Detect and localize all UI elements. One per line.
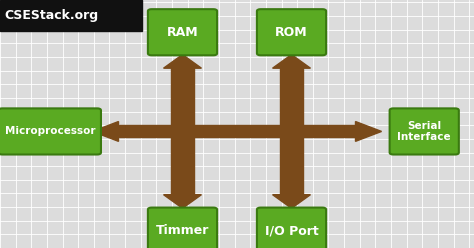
Polygon shape — [356, 122, 382, 141]
Text: Serial
Interface: Serial Interface — [397, 121, 451, 142]
Text: Timmer: Timmer — [156, 224, 209, 237]
Text: ROM: ROM — [275, 26, 308, 39]
Polygon shape — [273, 55, 310, 68]
Bar — [280, 68, 303, 195]
Bar — [118, 125, 356, 137]
FancyBboxPatch shape — [257, 208, 326, 248]
FancyBboxPatch shape — [0, 108, 101, 155]
Polygon shape — [164, 195, 201, 208]
Bar — [0, 0, 142, 31]
Text: Microprocessor: Microprocessor — [5, 126, 95, 136]
FancyBboxPatch shape — [257, 9, 326, 55]
Polygon shape — [164, 55, 201, 68]
FancyBboxPatch shape — [148, 208, 217, 248]
Bar — [171, 68, 194, 195]
FancyBboxPatch shape — [390, 108, 459, 155]
Polygon shape — [92, 122, 118, 141]
Text: CSEStack.org: CSEStack.org — [5, 9, 99, 22]
Polygon shape — [273, 195, 310, 208]
Text: I/O Port: I/O Port — [264, 224, 319, 237]
Text: RAM: RAM — [167, 26, 198, 39]
FancyBboxPatch shape — [148, 9, 217, 55]
